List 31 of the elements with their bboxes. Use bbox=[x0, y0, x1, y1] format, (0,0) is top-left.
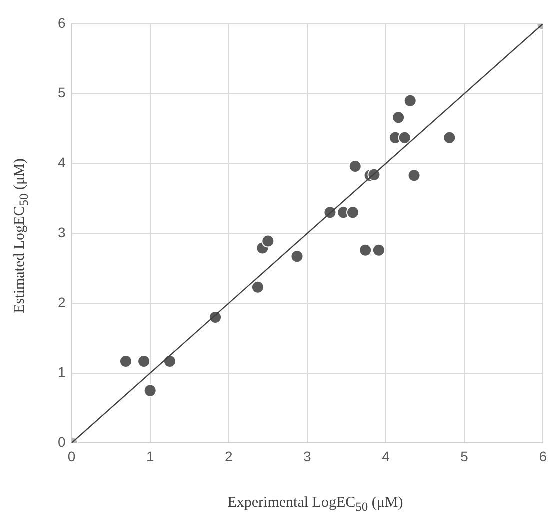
point bbox=[138, 354, 151, 368]
x-axis-title: Experimental LogEC$_{50}$ (μM) bbox=[226, 495, 404, 515]
y-tick-label: 1 bbox=[58, 364, 66, 380]
point bbox=[443, 131, 456, 144]
point bbox=[144, 384, 157, 398]
point bbox=[119, 354, 132, 368]
point bbox=[404, 94, 417, 108]
x-tick-label: 5 bbox=[460, 448, 469, 464]
point bbox=[290, 250, 304, 264]
point bbox=[408, 169, 421, 182]
point bbox=[372, 244, 386, 257]
x-tick-label: 3 bbox=[304, 448, 312, 464]
point bbox=[163, 354, 176, 368]
point bbox=[262, 234, 275, 248]
x-tick-label: 1 bbox=[146, 448, 154, 464]
point bbox=[346, 206, 360, 220]
y-tick-label: 0 bbox=[58, 434, 66, 450]
x-tick-label: 2 bbox=[224, 448, 233, 464]
y-tick-label: 2 bbox=[58, 294, 66, 310]
y-tick-label: 6 bbox=[58, 14, 66, 31]
point bbox=[392, 111, 406, 124]
point bbox=[359, 244, 372, 257]
point bbox=[348, 160, 362, 174]
y-tick-label: 5 bbox=[58, 84, 66, 101]
y-tick-label: 3 bbox=[58, 224, 66, 240]
y-tick-label: 4 bbox=[58, 154, 66, 171]
x-tick-label: 0 bbox=[68, 448, 76, 464]
x-tick-label: 6 bbox=[539, 448, 548, 464]
x-tick-label: 4 bbox=[382, 448, 390, 464]
point bbox=[251, 280, 264, 294]
point bbox=[398, 131, 412, 144]
